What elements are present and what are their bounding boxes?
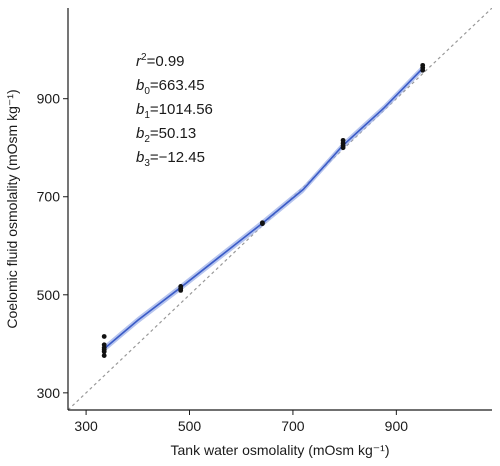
data-point: [420, 67, 426, 73]
fit-stat-b1: b1=1014.56: [136, 101, 213, 121]
x-tick-label: 700: [281, 418, 305, 434]
confidence-band: [104, 64, 423, 353]
data-point: [178, 287, 184, 293]
x-axis-title: Tank water osmolality (mOsm kg⁻¹): [171, 442, 390, 458]
y-tick-label: 500: [37, 287, 61, 303]
data-point: [340, 145, 346, 151]
data-point: [101, 353, 107, 358]
fit-stat-r2: r2=0.99: [136, 52, 185, 70]
reference-line: [68, 8, 492, 410]
fit-stat-b3: b3=−12.45: [136, 149, 205, 169]
fit-stat-b0: b0=663.45: [136, 77, 205, 97]
fit-statistics: r2=0.99 b0=663.45 b1=1014.56 b2=50.13 b3=−12…: [136, 52, 213, 169]
fit-stat-b2: b2=50.13: [136, 125, 196, 145]
x-tick-label: 300: [74, 418, 98, 434]
x-tick-label: 900: [385, 418, 409, 434]
y-tick-label: 900: [37, 91, 61, 107]
x-tick-label: 500: [178, 418, 202, 434]
data-point: [101, 334, 107, 339]
data-point: [101, 349, 107, 355]
axes: 300 500 700 900 300 500 700 900: [37, 8, 492, 434]
y-tick-label: 300: [37, 385, 61, 401]
y-axis-title: Coelomic fluid osmolality (mOsm kg⁻¹): [4, 89, 20, 328]
y-tick-label: 700: [37, 189, 61, 205]
data-point: [260, 221, 265, 227]
plot-area: [68, 8, 492, 410]
